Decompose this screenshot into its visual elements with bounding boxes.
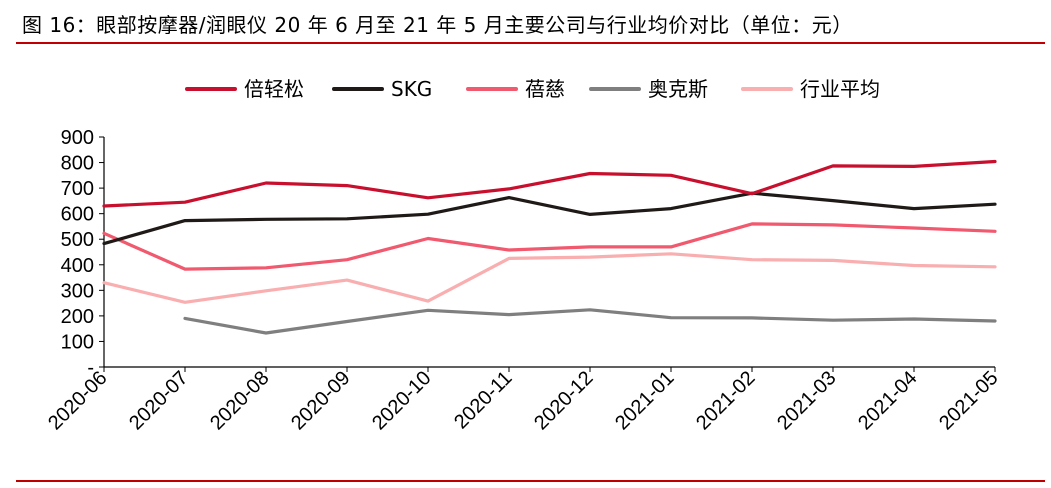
legend-label: 奥克斯	[648, 77, 708, 101]
x-tick-label: 2021-03	[773, 367, 840, 434]
x-tick-label: 2021-02	[692, 367, 759, 434]
y-tick-label: -	[87, 357, 94, 379]
x-tick-label: 2020-11	[450, 367, 516, 433]
x-tick-label: 2020-12	[530, 367, 597, 434]
x-tick-label: 2020-08	[206, 367, 273, 434]
y-tick-label: 300	[61, 280, 94, 302]
chart-lines	[102, 159, 997, 335]
x-tick-label: 2021-01	[611, 367, 678, 434]
y-tick-label: 700	[61, 178, 94, 200]
y-tick-label: 400	[61, 255, 94, 277]
series-line-5	[102, 252, 997, 304]
x-tick-label: 2020-10	[368, 367, 435, 434]
x-tick-label: 2020-09	[287, 367, 354, 434]
legend-label: 蓓慈	[525, 77, 565, 101]
series-line-1	[102, 159, 997, 208]
title-divider	[16, 42, 1045, 44]
y-tick-label: 900	[61, 127, 94, 149]
legend-label: 倍轻松	[244, 77, 304, 101]
y-tick-label: 500	[61, 229, 94, 251]
y-tick-label: 800	[61, 153, 94, 175]
y-tick-label: 200	[61, 306, 94, 328]
x-tick-label: 2020-07	[125, 367, 192, 434]
figure-title: 图 16：眼部按摩器/润眼仪 20 年 6 月至 21 年 5 月主要公司与行业…	[22, 13, 853, 37]
series-line-3	[102, 222, 997, 271]
x-tick-label: 2020-06	[44, 367, 111, 434]
bottom-divider	[16, 480, 1045, 482]
legend-label: 行业平均	[800, 77, 880, 101]
chart-legend: 倍轻松 SKG 蓓慈 奥克斯 行业平均	[185, 77, 880, 101]
y-tick-label: 100	[61, 331, 94, 353]
legend-label: SKG	[391, 77, 432, 101]
series-line-2	[102, 191, 997, 246]
y-tick-label: 600	[61, 204, 94, 226]
x-tick-label: 2021-04	[854, 367, 921, 434]
series-line-4	[183, 308, 997, 335]
x-tick-label: 2021-05	[935, 367, 1002, 434]
